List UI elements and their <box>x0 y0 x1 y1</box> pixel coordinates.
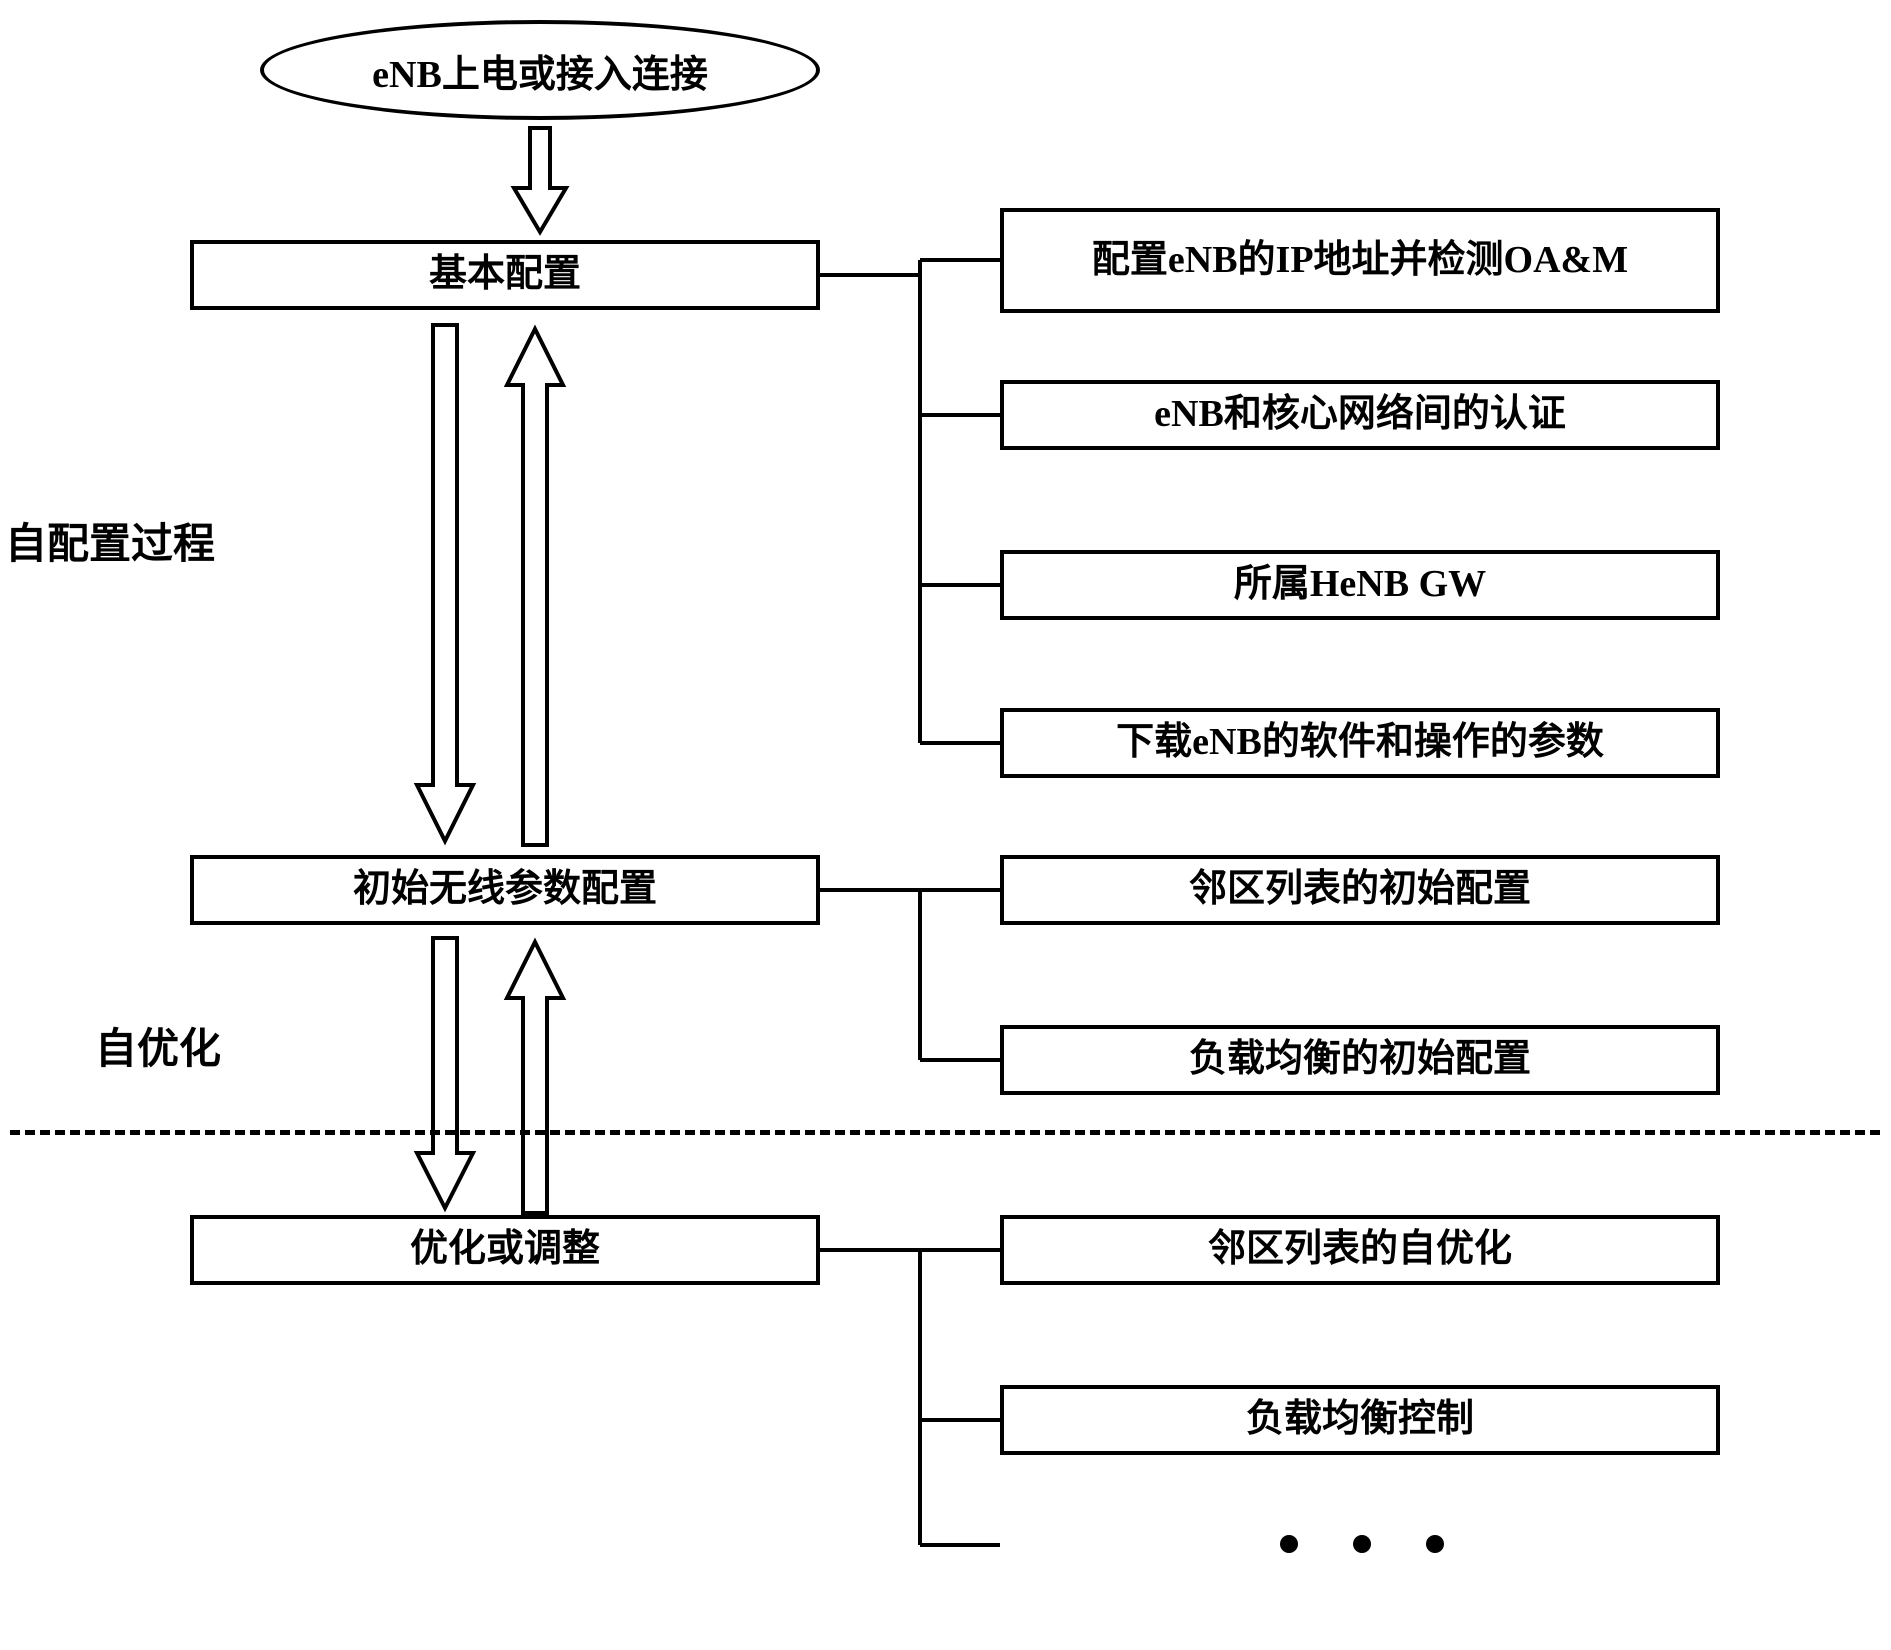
self-opt-label: 自优化 <box>95 1015 221 1076</box>
self-opt-text: 自优化 <box>95 1027 221 1073</box>
arrow-init-to-opt-down <box>415 938 475 1213</box>
detail-neighbor-init-box: 邻区列表的初始配置 <box>1000 855 1720 925</box>
optimize-box: 优化或调整 <box>190 1215 820 1285</box>
detail-load-ctrl-label: 负载均衡控制 <box>1246 1397 1474 1443</box>
dot-icon <box>1426 1535 1444 1553</box>
start-node-label: eNB上电或接入连接 <box>372 43 708 98</box>
connector-tree-init <box>820 885 1020 1085</box>
arrow-basic-to-init-down <box>415 325 475 845</box>
basic-config-label: 基本配置 <box>429 252 581 298</box>
detail-load-init-box: 负载均衡的初始配置 <box>1000 1025 1720 1095</box>
init-params-box: 初始无线参数配置 <box>190 855 820 925</box>
detail-load-init-label: 负载均衡的初始配置 <box>1189 1037 1531 1083</box>
optimize-label: 优化或调整 <box>410 1227 600 1273</box>
connector-tree-basic <box>820 255 1020 765</box>
detail-download-box: 下载eNB的软件和操作的参数 <box>1000 708 1720 778</box>
dashed-divider <box>10 1130 1880 1135</box>
basic-config-box: 基本配置 <box>190 240 820 310</box>
ellipsis-dots <box>1280 1535 1444 1553</box>
start-node: eNB上电或接入连接 <box>260 20 820 120</box>
detail-henb-gw-box: 所属HeNB GW <box>1000 550 1720 620</box>
detail-henb-gw-label: 所属HeNB GW <box>1234 562 1486 608</box>
self-config-text: 自配置过程 <box>5 522 215 568</box>
detail-neighbor-opt-label: 邻区列表的自优化 <box>1208 1227 1512 1273</box>
detail-neighbor-init-label: 邻区列表的初始配置 <box>1189 867 1531 913</box>
detail-ip-oam-label: 配置eNB的IP地址并检测OA&M <box>1092 238 1628 284</box>
arrow-opt-to-init-up <box>505 938 565 1213</box>
detail-auth-label: eNB和核心网络间的认证 <box>1154 392 1566 438</box>
dot-icon <box>1353 1535 1371 1553</box>
detail-download-label: 下载eNB的软件和操作的参数 <box>1116 720 1604 766</box>
arrow-init-to-basic-up <box>505 325 565 845</box>
dot-icon <box>1280 1535 1298 1553</box>
detail-load-ctrl-box: 负载均衡控制 <box>1000 1385 1720 1455</box>
detail-ip-oam-box: 配置eNB的IP地址并检测OA&M <box>1000 208 1720 313</box>
init-params-label: 初始无线参数配置 <box>353 867 657 913</box>
detail-auth-box: eNB和核心网络间的认证 <box>1000 380 1720 450</box>
connector-tree-opt <box>820 1245 1020 1565</box>
arrow-start-to-basic <box>510 128 570 238</box>
self-config-label: 自配置过程 <box>5 510 215 571</box>
detail-neighbor-opt-box: 邻区列表的自优化 <box>1000 1215 1720 1285</box>
